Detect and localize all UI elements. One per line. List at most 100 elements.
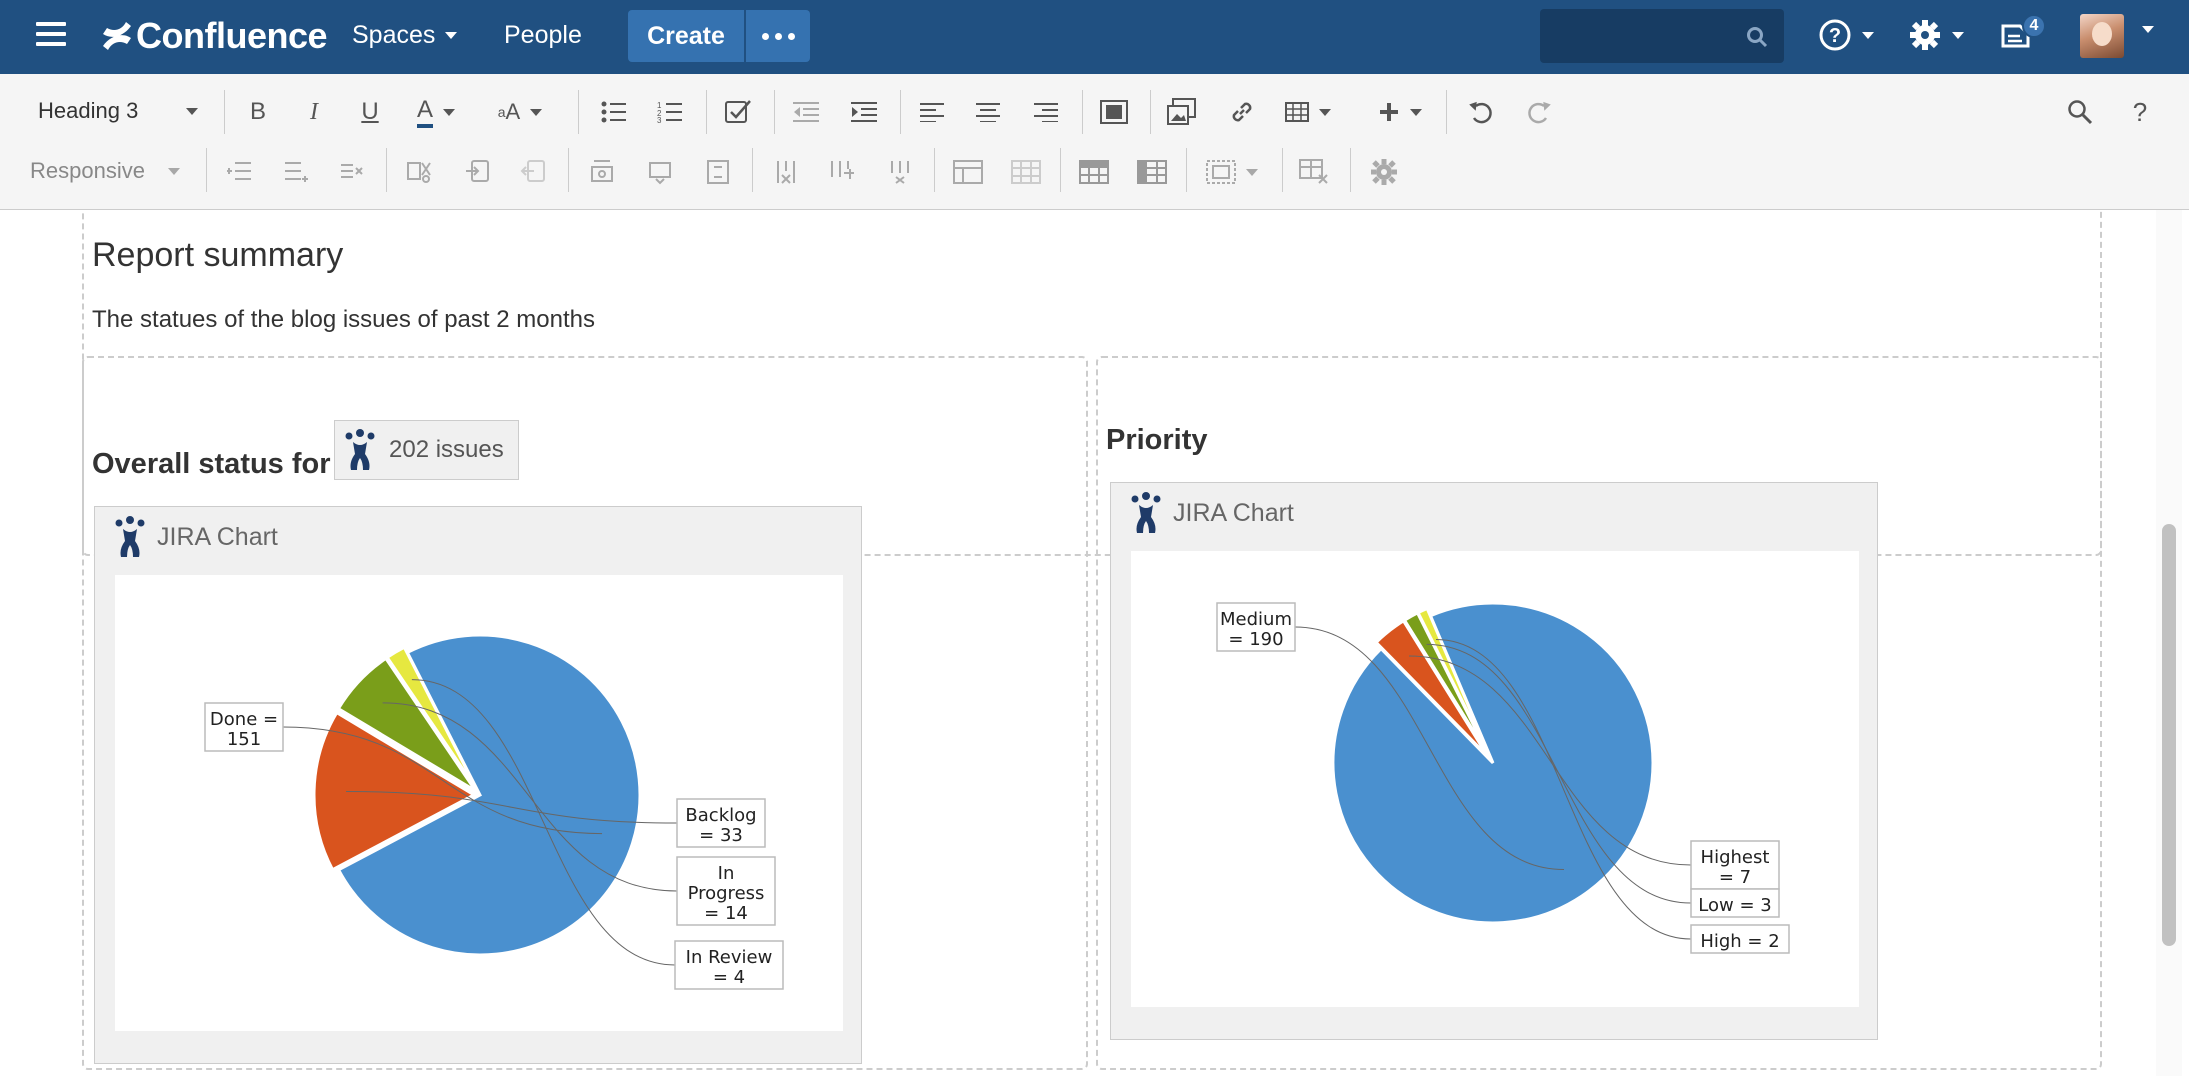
bullet-list-icon[interactable] <box>594 92 634 132</box>
row-insert-before-icon[interactable] <box>220 152 260 192</box>
indent-icon[interactable] <box>844 92 884 132</box>
undo-icon[interactable] <box>1462 92 1502 132</box>
insert-more-icon[interactable] <box>1370 92 1430 132</box>
help-circle-icon: ? <box>1819 19 1851 51</box>
row-paste-icon[interactable] <box>514 152 554 192</box>
pie-label-connector <box>282 726 603 835</box>
create-more-button[interactable] <box>746 10 810 62</box>
chevron-down-icon <box>1952 31 1964 39</box>
jira-chart-macro-status[interactable]: JIRA Chart Done = 151 Backlog = 33 In Progres… <box>94 506 862 1064</box>
jira-chart-macro-priority[interactable]: JIRA Chart Medium = 190 Highest = 7 Low = 3 H… <box>1110 482 1878 1040</box>
jira-issues-macro[interactable]: 202 issues <box>334 420 519 480</box>
pie-label-text: High = 2 <box>1700 931 1779 952</box>
pie-label-connector <box>346 790 678 824</box>
pie-slice-in-review <box>385 645 479 791</box>
pie-label-text: = 14 <box>704 903 748 924</box>
insert-table-icon[interactable] <box>1278 92 1338 132</box>
bold-icon[interactable]: B <box>249 98 266 125</box>
menu-icon[interactable] <box>36 22 66 50</box>
col-paste-icon[interactable] <box>880 152 920 192</box>
split-cell-icon[interactable] <box>1006 152 1046 192</box>
delete-table-icon[interactable] <box>1294 152 1334 192</box>
chevron-down-icon <box>168 167 180 175</box>
help-icon[interactable]: ? <box>2132 96 2148 127</box>
pie-label-text: Low = 3 <box>1698 895 1771 916</box>
confluence-logo[interactable]: Confluence <box>100 14 328 58</box>
search-input[interactable] <box>1540 9 1784 63</box>
pie-label-box <box>1216 602 1296 652</box>
priority-heading[interactable]: Priority <box>1106 424 1208 456</box>
report-summary-text[interactable]: The statues of the blog issues of past 2… <box>92 306 595 333</box>
row-delete-icon[interactable] <box>332 152 372 192</box>
pie-label-text: = 7 <box>1719 867 1751 888</box>
italic-icon[interactable]: I <box>310 98 318 125</box>
editor-content[interactable]: Report summary The statues of the blog i… <box>0 210 2189 1076</box>
pie-label-text: = 33 <box>699 825 743 846</box>
insert-link-icon[interactable] <box>1222 92 1262 132</box>
col-delete-icon[interactable] <box>698 152 738 192</box>
paragraph-style-value: Heading 3 <box>38 98 139 123</box>
scrollbar-thumb[interactable] <box>2162 524 2176 946</box>
underline-icon[interactable]: U <box>361 98 379 125</box>
settings-menu[interactable] <box>1908 18 1964 52</box>
user-avatar[interactable] <box>2080 14 2124 58</box>
people-link[interactable]: People <box>504 21 582 50</box>
spaces-menu[interactable]: Spaces <box>352 21 458 50</box>
outdent-icon[interactable] <box>786 92 826 132</box>
jira-logo-icon <box>1131 492 1161 533</box>
row-cut-icon[interactable] <box>400 152 440 192</box>
align-left-icon[interactable] <box>912 92 952 132</box>
user-menu[interactable] <box>2132 26 2154 33</box>
page-layout-icon[interactable] <box>1094 92 1134 132</box>
chevron-down-icon <box>1862 31 1874 39</box>
heading-row-icon[interactable] <box>1074 152 1114 192</box>
col-copy-icon[interactable] <box>822 152 862 192</box>
issues-count-label: 202 issues <box>389 436 504 463</box>
merge-cells-icon[interactable] <box>948 152 988 192</box>
pie-label-text: Progress <box>688 883 765 904</box>
col-insert-after-icon[interactable] <box>640 152 680 192</box>
paragraph-style-select[interactable]: Heading 3 <box>38 94 198 128</box>
create-button[interactable]: Create <box>628 10 744 62</box>
pie-slice-in-progress <box>336 656 477 793</box>
page-width-select[interactable]: Responsive <box>30 154 180 188</box>
pie-label-text: In Review <box>686 947 773 968</box>
chevron-down-icon <box>2142 26 2154 33</box>
align-right-icon[interactable] <box>1026 92 1066 132</box>
heading-column-icon[interactable] <box>1132 152 1172 192</box>
pie-slice-backlog <box>312 710 478 872</box>
table-settings-icon[interactable] <box>1364 152 1404 192</box>
pie-label-connector <box>1294 626 1565 870</box>
pie-label-box <box>1690 924 1790 954</box>
redo-icon[interactable] <box>1518 92 1558 132</box>
confluence-logo-icon <box>103 22 131 50</box>
col-insert-before-icon[interactable] <box>582 152 622 192</box>
text-color-icon[interactable]: A <box>408 92 464 132</box>
find-replace-icon[interactable] <box>2060 92 2100 132</box>
left-column <box>82 356 1088 1070</box>
col-cut-icon[interactable] <box>766 152 806 192</box>
people-label: People <box>504 21 582 49</box>
overall-status-heading[interactable]: Overall status for <box>92 448 331 480</box>
search-icon <box>1747 27 1768 48</box>
align-center-icon[interactable] <box>968 92 1008 132</box>
report-summary-heading[interactable]: Report summary <box>92 236 344 274</box>
pie-label-text: = 190 <box>1228 629 1283 650</box>
task-list-icon[interactable] <box>718 92 758 132</box>
insert-image-icon[interactable] <box>1162 92 1202 132</box>
chart-header: JIRA Chart <box>113 515 278 559</box>
help-menu[interactable]: ? <box>1818 18 1874 52</box>
spaces-label: Spaces <box>352 21 436 49</box>
row-insert-after-icon[interactable] <box>276 152 316 192</box>
svg-text:1: 1 <box>657 101 662 110</box>
row-copy-icon[interactable] <box>458 152 498 192</box>
pie-label-text: In <box>718 863 735 884</box>
pie-label-connector <box>1408 655 1692 866</box>
cell-highlight-icon[interactable] <box>1200 152 1264 192</box>
pie-label-connector <box>1426 643 1692 904</box>
notifications-button[interactable] <box>2000 22 2032 50</box>
